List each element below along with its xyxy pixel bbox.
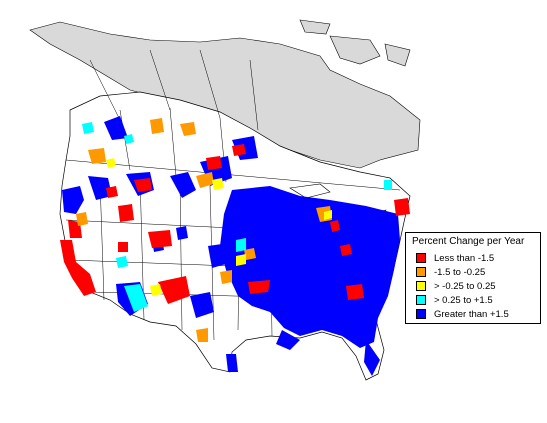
legend-label: > 0.25 to +1.5 (434, 294, 493, 306)
trend-neg-1.5-to-neg-0.25 (76, 118, 332, 342)
legend-item-neg-0.25-to-0.25: > -0.25 to 0.25 (416, 280, 496, 292)
legend-swatch-blue (416, 309, 426, 319)
map-legend: Percent Change per Year Less than -1.5 -… (405, 232, 541, 324)
legend-swatch-cyan (416, 295, 426, 305)
legend-item-0.25-to-1.5: > 0.25 to +1.5 (416, 294, 493, 306)
trend-0.25-to-1.5 (82, 122, 392, 312)
legend-item-greater-than-1.5: Greater than +1.5 (416, 308, 509, 320)
legend-swatch-orange (416, 267, 426, 277)
legend-swatch-yellow (416, 281, 426, 291)
legend-item-less-than-neg-1.5: Less than -1.5 (416, 252, 494, 264)
legend-label: Greater than +1.5 (434, 308, 509, 320)
trend-neg-0.25-to-0.25 (106, 158, 332, 296)
no-data-region-2 (299, 19, 411, 67)
legend-title: Percent Change per Year (412, 236, 525, 247)
no-data-region (29, 21, 421, 169)
trend-less-than-neg-1.5 (60, 144, 410, 304)
legend-label: Less than -1.5 (434, 252, 495, 264)
legend-item-neg-1.5-to-neg-0.25: -1.5 to -0.25 (416, 266, 485, 278)
legend-label: > -0.25 to 0.25 (434, 280, 496, 292)
legend-label: -1.5 to -0.25 (434, 266, 486, 278)
legend-swatch-red (416, 253, 426, 263)
